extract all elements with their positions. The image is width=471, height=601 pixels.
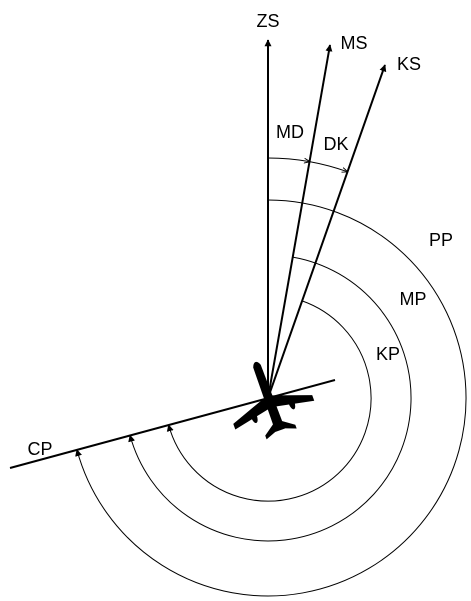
zs-label: ZS (256, 11, 279, 31)
course-line (9, 379, 336, 469)
kp-arc (166, 300, 372, 502)
cp-label: CP (27, 439, 52, 459)
ms-label: MS (341, 33, 368, 53)
ks-line (267, 64, 387, 399)
md-arc (267, 157, 310, 162)
ks-label: KS (397, 54, 421, 74)
md-label: MD (276, 122, 304, 142)
dk-arc (309, 161, 348, 172)
mp-label: MP (400, 289, 427, 309)
dk-label: DK (323, 134, 348, 154)
mp-arc (128, 256, 412, 542)
pp-arc (75, 199, 467, 597)
kp-label: KP (376, 344, 400, 364)
ms-line (267, 44, 333, 399)
pp-label: PP (429, 230, 453, 250)
airplane (233, 361, 315, 440)
